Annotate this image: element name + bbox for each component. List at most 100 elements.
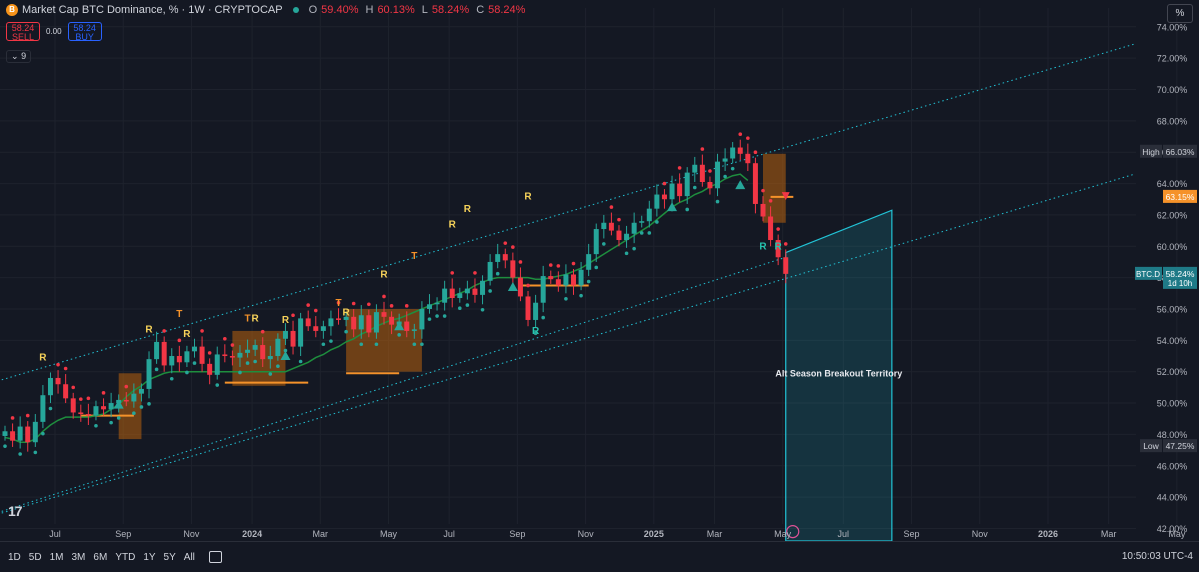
high-label: H bbox=[365, 4, 374, 16]
percent-scale-button[interactable]: % bbox=[1167, 4, 1193, 23]
x-tick-label: Jul bbox=[838, 529, 850, 539]
signal-label-t: T bbox=[245, 314, 251, 325]
signal-dot bbox=[420, 342, 424, 347]
signal-dot bbox=[442, 314, 447, 318]
signal-dot bbox=[723, 174, 727, 179]
candle-body bbox=[252, 345, 258, 350]
market-status-icon bbox=[292, 7, 299, 13]
chart-header: B Market Cap BTC Dominance, % · 1W · CRY… bbox=[6, 4, 528, 16]
signal-dot bbox=[238, 370, 242, 375]
candle-body bbox=[707, 182, 713, 189]
signal-label-r: R bbox=[145, 325, 153, 336]
signal-label-r: R bbox=[183, 329, 191, 340]
candle-body bbox=[677, 183, 683, 197]
candle-body bbox=[593, 229, 599, 255]
candle-body bbox=[298, 318, 304, 347]
timeframe-5d[interactable]: 5D bbox=[28, 551, 42, 563]
y-tick-label: 42.00% bbox=[1157, 524, 1188, 534]
x-tick-label: Jul bbox=[443, 529, 455, 539]
signal-label-r: R bbox=[524, 191, 532, 202]
candle-body bbox=[55, 377, 61, 385]
x-tick-label: Nov bbox=[578, 529, 595, 539]
signal-dot bbox=[132, 411, 136, 416]
signal-dot bbox=[313, 308, 318, 313]
candle-body bbox=[17, 426, 23, 441]
candle-body bbox=[404, 321, 410, 331]
timeframe-1y[interactable]: 1Y bbox=[143, 551, 156, 563]
signal-dot bbox=[655, 220, 659, 224]
y-tick-label: 72.00% bbox=[1157, 54, 1188, 64]
x-tick-label: Nov bbox=[972, 529, 989, 539]
signal-label-r: R bbox=[39, 353, 47, 364]
signal-label-r: R bbox=[532, 326, 540, 337]
lightning-icon[interactable] bbox=[786, 524, 800, 539]
buy-button[interactable]: 58.24 BUY bbox=[67, 22, 102, 42]
signal-label-t: T bbox=[176, 309, 182, 320]
low-badge-value: 47.25% bbox=[1166, 441, 1195, 451]
candle-body bbox=[760, 203, 766, 217]
current-symbol: BTC.D bbox=[1136, 270, 1160, 279]
timeframe-3m[interactable]: 3M bbox=[71, 551, 86, 563]
level-badge-value-bg bbox=[1163, 189, 1197, 203]
candle-body bbox=[775, 240, 781, 258]
signal-dot bbox=[3, 444, 7, 448]
signal-dot bbox=[351, 301, 356, 306]
candle-body bbox=[495, 254, 501, 262]
candle-body bbox=[768, 216, 774, 241]
candle-body bbox=[510, 260, 516, 278]
low-badge-label-bg bbox=[1140, 439, 1162, 453]
candle-body bbox=[730, 147, 736, 159]
timeframe-6m[interactable]: 6M bbox=[93, 551, 108, 563]
sell-button[interactable]: 58.24 SELL bbox=[6, 22, 40, 42]
candle-body bbox=[47, 377, 53, 396]
buy-triangle bbox=[507, 282, 518, 292]
candle-body bbox=[517, 277, 523, 297]
signal-dot bbox=[412, 342, 417, 347]
symbol-title[interactable]: Market Cap BTC Dominance, % · 1W · CRYPT… bbox=[22, 4, 283, 16]
signal-dot bbox=[609, 205, 614, 209]
timeframe-1m[interactable]: 1M bbox=[49, 551, 64, 563]
candle-body bbox=[745, 153, 751, 164]
candle-body bbox=[608, 222, 614, 231]
signal-dot bbox=[359, 342, 364, 347]
signal-dot bbox=[662, 181, 667, 186]
candle-body bbox=[411, 329, 417, 331]
candle-body bbox=[25, 426, 31, 443]
candle-body bbox=[616, 230, 622, 241]
signal-dot bbox=[738, 132, 743, 136]
current-countdown: 1d 10h bbox=[1168, 279, 1192, 288]
buy-triangle bbox=[280, 351, 291, 361]
signal-dot bbox=[602, 242, 606, 246]
candle-body bbox=[78, 412, 84, 415]
level-badge-value: 63.15% bbox=[1166, 192, 1195, 202]
candle-body bbox=[502, 254, 508, 261]
candle-body bbox=[184, 351, 190, 363]
candle-body bbox=[214, 354, 220, 375]
timeframe-all[interactable]: All bbox=[183, 551, 195, 563]
current-price-bg bbox=[1163, 266, 1197, 289]
calendar-icon[interactable] bbox=[208, 551, 222, 563]
clock[interactable]: 10:50:03 UTC-4 bbox=[1121, 551, 1193, 562]
candle-body bbox=[480, 280, 486, 295]
candle-body bbox=[540, 276, 546, 303]
candle-body bbox=[661, 194, 667, 200]
signal-dot bbox=[71, 385, 76, 390]
signal-dot bbox=[632, 246, 636, 251]
timeframe-ytd[interactable]: YTD bbox=[115, 551, 136, 563]
signal-dot bbox=[450, 271, 455, 275]
timeframe-5y[interactable]: 5Y bbox=[163, 551, 176, 563]
close-value: 58.24% bbox=[488, 4, 526, 16]
low-badge-label: Low bbox=[1143, 441, 1159, 451]
signal-dot bbox=[336, 300, 341, 305]
timeframe-1d[interactable]: 1D bbox=[8, 551, 21, 563]
signal-dot bbox=[109, 420, 113, 425]
candle-body bbox=[654, 194, 660, 209]
candle-body bbox=[563, 274, 569, 286]
indicators-toggle[interactable]: ⌄ 9 bbox=[6, 50, 32, 63]
signal-dot bbox=[533, 331, 538, 336]
buy-label: BUY bbox=[75, 32, 94, 42]
x-tick-label: 2026 bbox=[1038, 529, 1058, 539]
candle-body bbox=[442, 288, 448, 303]
candle-body bbox=[699, 164, 705, 183]
